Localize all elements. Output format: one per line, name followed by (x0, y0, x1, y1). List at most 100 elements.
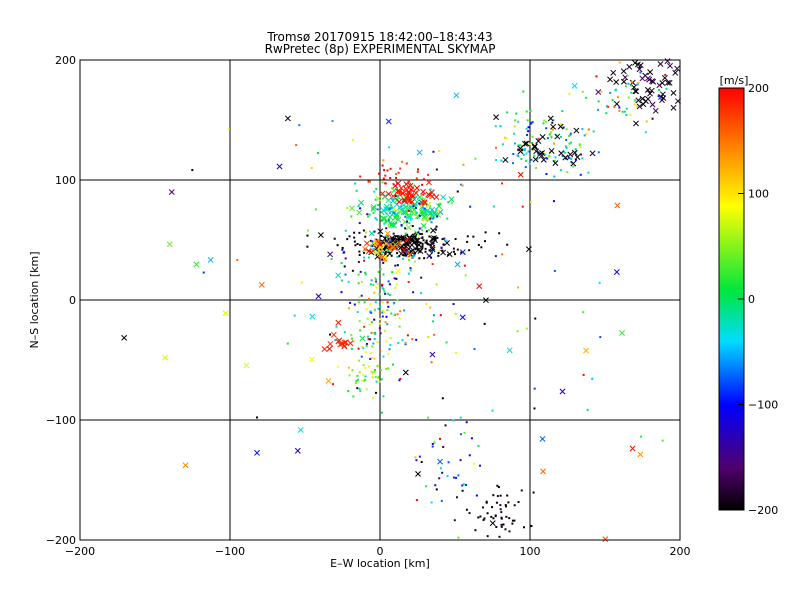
data-point-dot (416, 170, 419, 173)
data-point-dot (370, 351, 373, 354)
data-point-x-mark (258, 281, 265, 288)
data-point-dot (374, 391, 377, 394)
data-point-dot (393, 313, 396, 316)
data-point-dot (400, 205, 403, 208)
data-point-dot (350, 347, 353, 350)
data-point-x-mark (402, 369, 409, 376)
data-point-dot (553, 142, 556, 145)
data-point-dot (495, 159, 498, 162)
data-point-dot (665, 87, 668, 90)
data-point-dot (561, 155, 564, 158)
data-point-dot (639, 435, 642, 438)
data-point-dot (373, 308, 376, 311)
data-point-x-mark (398, 206, 405, 213)
data-point-x-mark (337, 341, 344, 348)
data-point-dot (630, 81, 633, 84)
data-point-dot (429, 196, 432, 199)
data-point-dot (411, 338, 414, 341)
data-point-dot (310, 167, 313, 170)
data-point-dot (454, 238, 457, 241)
data-point-dot (446, 217, 449, 220)
data-point-dot (386, 301, 389, 304)
data-point-dot (413, 252, 416, 255)
data-point-dot (403, 247, 406, 250)
data-point-dot (386, 169, 389, 172)
data-point-dot (438, 203, 441, 206)
data-point-x-mark (403, 243, 410, 250)
data-point-dot (435, 168, 438, 171)
data-point-x-mark (398, 185, 405, 192)
data-point-dot (519, 144, 522, 147)
data-point-dot (494, 255, 497, 258)
data-point-dot (454, 253, 457, 256)
data-point-dot (236, 259, 239, 262)
data-point-dot (525, 127, 528, 130)
data-point-x-mark (396, 198, 403, 205)
data-point-x-mark (387, 214, 394, 220)
data-point-x-mark (383, 206, 390, 213)
data-point-dot (465, 508, 468, 511)
chart-subtitle: RwPretec (8p) EXPERIMENTAL SKYMAP (265, 42, 496, 56)
data-point-x-mark (664, 58, 671, 65)
data-point-dot (371, 345, 374, 348)
y-tick-label: −200 (46, 534, 76, 547)
data-point-dot (499, 494, 502, 497)
data-point-dot (562, 150, 565, 153)
data-point-dot (381, 287, 384, 290)
data-point-dot (627, 82, 630, 85)
data-point-dot (354, 382, 357, 385)
data-point-x-mark (193, 261, 200, 268)
data-point-dot (569, 134, 572, 137)
data-point-dot (394, 264, 397, 267)
data-point-x-mark (414, 185, 420, 191)
data-point-dot (365, 388, 368, 391)
data-point-dot (625, 114, 628, 117)
data-point-dot (378, 349, 381, 352)
data-point-dot (407, 280, 410, 283)
data-point-dot (597, 100, 600, 103)
data-point-dot (396, 255, 399, 258)
data-point-dot (585, 132, 588, 135)
data-point-dot (437, 209, 440, 212)
data-point-x-mark (377, 228, 384, 235)
data-point-dot (340, 279, 343, 282)
data-point-x-mark (656, 82, 663, 89)
data-point-dot (517, 148, 520, 151)
data-point-dot (417, 234, 420, 237)
data-point-x-mark (632, 59, 639, 66)
data-point-dot (466, 235, 469, 238)
data-point-x-mark (409, 247, 416, 254)
data-point-dot (644, 131, 647, 134)
data-point-dot (452, 303, 455, 306)
data-point-dot (343, 331, 346, 334)
data-point-dot (403, 254, 406, 257)
data-point-dot (392, 232, 395, 235)
data-point-dot (349, 301, 352, 304)
data-point-x-mark (395, 268, 402, 275)
data-point-x-mark (436, 203, 442, 210)
data-point-dot (382, 273, 385, 276)
data-point-dot (375, 188, 378, 191)
data-point-dot (531, 148, 534, 151)
data-point-dot (574, 148, 577, 151)
data-point-dot (404, 341, 407, 344)
data-point-dot (470, 437, 473, 440)
data-point-dot (542, 151, 545, 154)
data-point-dot (522, 154, 525, 157)
data-point-dot (524, 166, 527, 169)
data-point-dot (587, 171, 590, 174)
data-point-dot (397, 341, 400, 344)
data-point-dot (520, 157, 523, 160)
data-point-dot (354, 182, 357, 185)
data-point-dot (372, 283, 375, 286)
data-point-dot (202, 271, 205, 274)
data-point-dot (500, 511, 503, 514)
data-point-dot (381, 283, 384, 286)
data-point-dot (483, 517, 486, 520)
data-point-x-mark (426, 179, 432, 186)
data-point-dot (396, 181, 399, 184)
data-point-dot (408, 209, 411, 212)
data-point-dot (581, 90, 584, 93)
data-point-dot (381, 181, 384, 184)
